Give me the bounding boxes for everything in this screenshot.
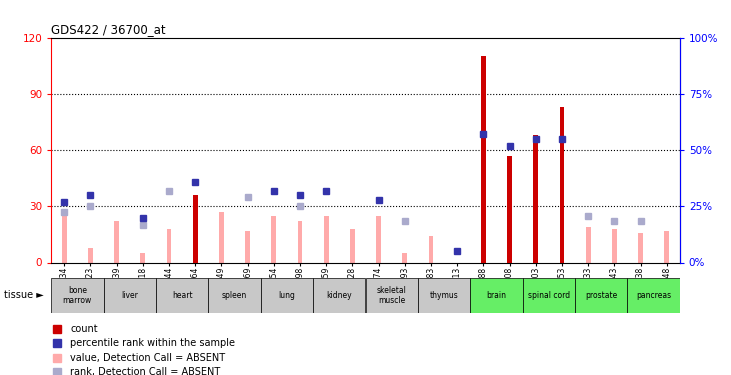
Bar bbox=[104, 278, 156, 313]
Bar bbox=[428, 236, 433, 262]
Bar bbox=[403, 253, 407, 262]
Bar bbox=[534, 135, 538, 262]
Bar bbox=[638, 232, 643, 262]
Text: bone
marrow: bone marrow bbox=[63, 286, 92, 305]
Bar bbox=[193, 195, 197, 262]
Text: value, Detection Call = ABSENT: value, Detection Call = ABSENT bbox=[70, 352, 225, 363]
Bar bbox=[313, 278, 366, 313]
Bar bbox=[140, 253, 145, 262]
Bar bbox=[586, 227, 591, 262]
Text: spinal cord: spinal cord bbox=[528, 291, 570, 300]
Bar bbox=[62, 212, 67, 262]
Bar bbox=[324, 216, 328, 262]
Bar bbox=[51, 278, 104, 313]
Bar bbox=[350, 229, 355, 262]
Bar bbox=[575, 278, 627, 313]
Text: brain: brain bbox=[486, 291, 507, 300]
Bar bbox=[376, 216, 381, 262]
Text: count: count bbox=[70, 324, 98, 333]
Text: thymus: thymus bbox=[430, 291, 458, 300]
Bar bbox=[507, 156, 512, 262]
Bar bbox=[664, 231, 669, 262]
Bar bbox=[366, 278, 418, 313]
Bar bbox=[470, 278, 523, 313]
Bar bbox=[167, 229, 171, 262]
Text: liver: liver bbox=[121, 291, 138, 300]
Bar bbox=[246, 231, 250, 262]
Text: kidney: kidney bbox=[327, 291, 352, 300]
Text: tissue ►: tissue ► bbox=[4, 290, 43, 300]
Bar bbox=[298, 221, 303, 262]
Bar bbox=[560, 107, 564, 262]
Bar bbox=[418, 278, 470, 313]
Bar bbox=[114, 221, 119, 262]
Bar bbox=[627, 278, 680, 313]
Bar bbox=[612, 229, 617, 262]
Bar bbox=[219, 212, 224, 262]
Bar bbox=[88, 248, 93, 262]
Bar bbox=[481, 56, 485, 262]
Bar bbox=[261, 278, 313, 313]
Text: spleen: spleen bbox=[222, 291, 247, 300]
Bar bbox=[523, 278, 575, 313]
Text: skeletal
muscle: skeletal muscle bbox=[376, 286, 406, 305]
Text: pancreas: pancreas bbox=[636, 291, 671, 300]
Text: GDS422 / 36700_at: GDS422 / 36700_at bbox=[51, 23, 166, 36]
Text: rank, Detection Call = ABSENT: rank, Detection Call = ABSENT bbox=[70, 367, 220, 375]
Bar bbox=[156, 278, 208, 313]
Text: heart: heart bbox=[172, 291, 192, 300]
Bar bbox=[271, 216, 276, 262]
Text: prostate: prostate bbox=[585, 291, 618, 300]
Bar bbox=[208, 278, 261, 313]
Text: percentile rank within the sample: percentile rank within the sample bbox=[70, 338, 235, 348]
Text: lung: lung bbox=[279, 291, 295, 300]
